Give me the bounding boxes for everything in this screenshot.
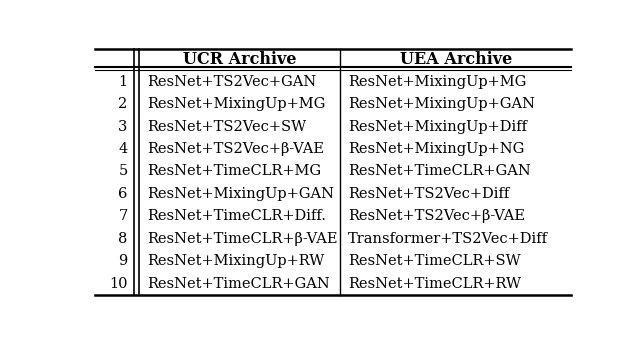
Text: ResNet+MixingUp+GAN: ResNet+MixingUp+GAN bbox=[348, 97, 535, 111]
Text: 4: 4 bbox=[118, 142, 127, 156]
Text: ResNet+MixingUp+RW: ResNet+MixingUp+RW bbox=[147, 254, 324, 268]
Text: ResNet+TimeCLR+GAN: ResNet+TimeCLR+GAN bbox=[348, 164, 531, 178]
Text: ResNet+MixingUp+MG: ResNet+MixingUp+MG bbox=[348, 75, 526, 89]
Text: ResNet+TimeCLR+RW: ResNet+TimeCLR+RW bbox=[348, 276, 521, 291]
Text: 2: 2 bbox=[118, 97, 127, 111]
Text: ResNet+MixingUp+GAN: ResNet+MixingUp+GAN bbox=[147, 187, 334, 201]
Text: 10: 10 bbox=[109, 276, 127, 291]
Text: ResNet+TS2Vec+SW: ResNet+TS2Vec+SW bbox=[147, 120, 306, 134]
Text: ResNet+TS2Vec+Diff: ResNet+TS2Vec+Diff bbox=[348, 187, 509, 201]
Text: 6: 6 bbox=[118, 187, 127, 201]
Text: 7: 7 bbox=[118, 209, 127, 223]
Text: ResNet+TimeCLR+GAN: ResNet+TimeCLR+GAN bbox=[147, 276, 330, 291]
Text: ResNet+TimeCLR+β-VAE: ResNet+TimeCLR+β-VAE bbox=[147, 232, 337, 246]
Text: ResNet+MixingUp+MG: ResNet+MixingUp+MG bbox=[147, 97, 325, 111]
Text: ResNet+TS2Vec+GAN: ResNet+TS2Vec+GAN bbox=[147, 75, 316, 89]
Text: UCR Archive: UCR Archive bbox=[182, 51, 296, 68]
Text: 1: 1 bbox=[118, 75, 127, 89]
Text: UEA Archive: UEA Archive bbox=[399, 51, 512, 68]
Text: ResNet+MixingUp+NG: ResNet+MixingUp+NG bbox=[348, 142, 524, 156]
Text: ResNet+MixingUp+Diff: ResNet+MixingUp+Diff bbox=[348, 120, 527, 134]
Text: ResNet+TS2Vec+β-VAE: ResNet+TS2Vec+β-VAE bbox=[348, 209, 525, 223]
Text: Transformer+TS2Vec+Diff: Transformer+TS2Vec+Diff bbox=[348, 232, 548, 246]
Text: ResNet+TimeCLR+Diff.: ResNet+TimeCLR+Diff. bbox=[147, 209, 326, 223]
Text: ResNet+TimeCLR+MG: ResNet+TimeCLR+MG bbox=[147, 164, 321, 178]
Text: ResNet+TS2Vec+β-VAE: ResNet+TS2Vec+β-VAE bbox=[147, 142, 324, 156]
Text: 9: 9 bbox=[118, 254, 127, 268]
Text: 5: 5 bbox=[118, 164, 127, 178]
Text: 8: 8 bbox=[118, 232, 127, 246]
Text: 3: 3 bbox=[118, 120, 127, 134]
Text: ResNet+TimeCLR+SW: ResNet+TimeCLR+SW bbox=[348, 254, 520, 268]
